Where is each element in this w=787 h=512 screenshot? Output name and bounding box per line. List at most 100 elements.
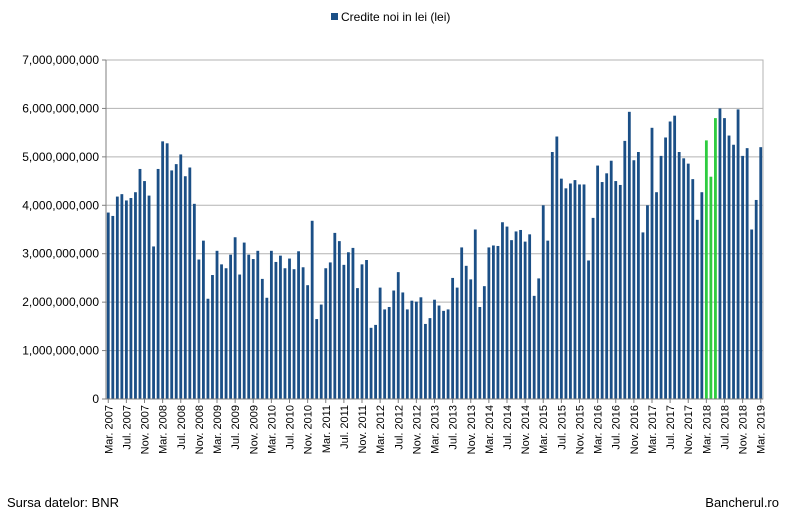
bar (297, 251, 300, 399)
x-tick-label: Nov. 2007 (140, 405, 152, 454)
x-tick-label: Mar. 2010 (266, 405, 278, 454)
bar (559, 178, 563, 399)
bar (251, 259, 255, 399)
bar (233, 237, 237, 399)
bar (709, 176, 713, 399)
x-tick-label: Mar. 2015 (538, 405, 550, 454)
legend: Credite noi in lei (lei) (331, 10, 450, 24)
bar (410, 300, 414, 399)
bar (609, 160, 613, 399)
bar (188, 167, 192, 399)
x-tick-label: Nov. 2010 (303, 405, 315, 454)
x-tick-label: Mar. 2012 (375, 405, 387, 454)
bar (360, 264, 364, 399)
bar (686, 163, 690, 399)
x-tick-label: Jul. 2016 (611, 405, 623, 450)
bar (242, 242, 246, 399)
bar (691, 179, 695, 399)
bar (197, 259, 201, 399)
bar (437, 305, 441, 399)
bar (324, 268, 328, 399)
bar (129, 198, 133, 399)
bar (519, 229, 522, 399)
bar (714, 118, 717, 400)
bar (759, 147, 763, 399)
y-axis: 0 1,000,000,000 2,000,000,000 3,000,000,000… (22, 53, 107, 406)
bar (306, 285, 310, 399)
bar (260, 278, 264, 399)
bar (374, 324, 377, 399)
bar (351, 247, 355, 399)
bar (582, 184, 586, 399)
y-tick-label: 0 (92, 392, 99, 406)
brand-label: Bancherul.ro (705, 495, 779, 510)
bar (492, 245, 495, 399)
bar (718, 108, 722, 400)
x-tick-label: Mar. 2013 (430, 405, 442, 454)
bar (591, 217, 595, 399)
x-tick-label: Jul. 2009 (230, 405, 242, 450)
x-tick-label: Jul. 2018 (719, 405, 731, 450)
bar (555, 136, 559, 399)
bar (378, 287, 382, 399)
bar (605, 173, 609, 399)
bar (473, 229, 477, 399)
bar (170, 170, 174, 399)
x-tick-label: Mar. 2018 (701, 405, 713, 454)
bar (677, 152, 681, 399)
x-tick-label: Jul. 2007 (121, 405, 133, 450)
bar (247, 254, 251, 399)
bar (636, 152, 640, 399)
bar (179, 154, 183, 399)
bar (161, 141, 165, 400)
bar (152, 246, 155, 399)
bar (469, 279, 473, 399)
bar (655, 192, 658, 399)
bar (659, 155, 663, 399)
bar (487, 247, 491, 399)
x-tick-label: Nov. 2013 (466, 405, 478, 454)
x-tick-label: Nov. 2014 (520, 405, 532, 454)
y-tick-label: 4,000,000,000 (22, 198, 99, 212)
bar (138, 168, 142, 399)
bar (741, 155, 745, 399)
bar (641, 232, 645, 399)
bar (510, 240, 513, 399)
x-tick-label: Nov. 2012 (411, 405, 423, 454)
bar (356, 288, 359, 399)
x-tick-label: Nov. 2015 (574, 405, 586, 454)
y-tick-label: 2,000,000,000 (22, 295, 99, 309)
bar (664, 137, 667, 400)
bar (451, 277, 455, 399)
bar (111, 215, 115, 399)
bar (700, 192, 704, 399)
bar (401, 292, 405, 399)
bar (464, 265, 468, 399)
x-tick-label: Nov. 2018 (738, 405, 750, 454)
bar (727, 135, 731, 400)
bar (115, 196, 119, 399)
bar (496, 245, 500, 399)
bar (723, 118, 726, 400)
bar (174, 164, 178, 399)
bar (682, 158, 686, 399)
bar (396, 272, 400, 399)
bar (442, 310, 445, 399)
bar (455, 287, 459, 399)
bar (143, 181, 146, 399)
bar (220, 264, 223, 399)
bar (328, 262, 332, 399)
y-tick-label: 6,000,000,000 (22, 101, 99, 115)
bar (265, 297, 269, 399)
bar (618, 184, 622, 399)
bar (156, 168, 160, 399)
bar (192, 203, 196, 399)
x-tick-label: Jul. 2008 (176, 405, 188, 450)
bar (206, 298, 210, 399)
bar (215, 250, 219, 399)
bar (460, 247, 464, 399)
bar (106, 212, 110, 399)
x-tick-label: Jul. 2010 (285, 405, 297, 450)
bar (120, 194, 124, 399)
x-tick-label: Mar. 2016 (593, 405, 605, 454)
